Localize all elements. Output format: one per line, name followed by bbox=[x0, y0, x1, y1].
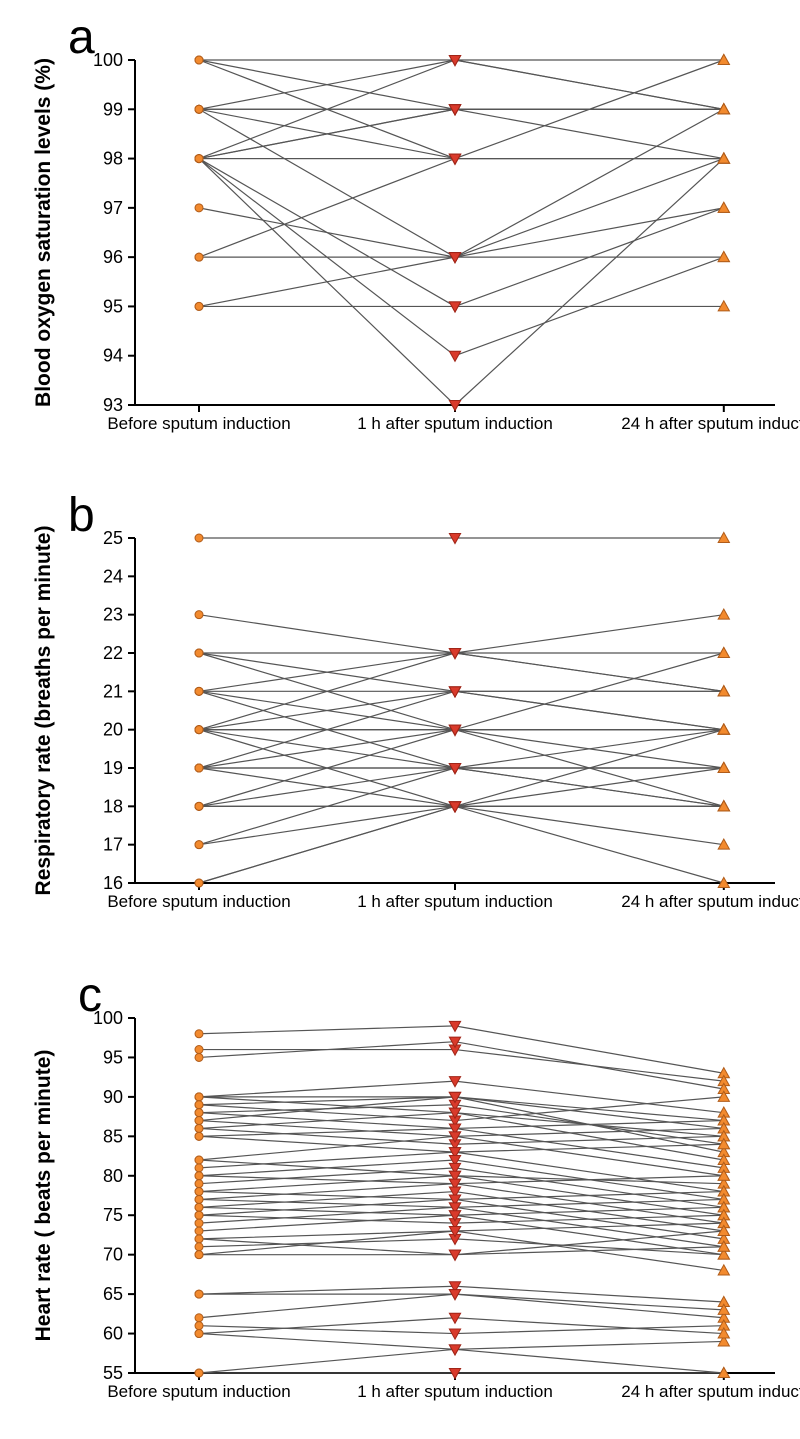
y-tick-label: 25 bbox=[103, 528, 123, 548]
figure-root: a93949596979899100Before sputum inductio… bbox=[0, 0, 800, 1439]
y-tick-label: 65 bbox=[103, 1284, 123, 1304]
y-tick-label: 100 bbox=[93, 1008, 123, 1028]
y-tick-label: 80 bbox=[103, 1166, 123, 1186]
y-tick-label: 60 bbox=[103, 1324, 123, 1344]
y-tick-label: 22 bbox=[103, 643, 123, 663]
y-tick-label: 94 bbox=[103, 346, 123, 366]
y-tick-label: 19 bbox=[103, 758, 123, 778]
panel-a: a93949596979899100Before sputum inductio… bbox=[0, 0, 800, 470]
plot-b: 16 17 18 19 20 21 22 23 24 25 Before sputum induct… bbox=[0, 480, 800, 950]
y-tick-label: 75 bbox=[103, 1205, 123, 1225]
y-tick-label: 20 bbox=[103, 720, 123, 740]
x-category-label: 24 h after sputum induction bbox=[621, 892, 800, 911]
x-category-label: 1 h after sputum induction bbox=[357, 1382, 553, 1401]
x-category-label: Before sputum induction bbox=[107, 414, 290, 433]
y-tick-label: 98 bbox=[103, 149, 123, 169]
y-axis-title-b: Respiratory rate (breaths per minute) bbox=[32, 526, 55, 896]
y-tick-label: 70 bbox=[103, 1245, 123, 1265]
y-tick-label: 97 bbox=[103, 198, 123, 218]
panel-b: b16171819202122232425Before sputum induc… bbox=[0, 480, 800, 950]
y-tick-label: 24 bbox=[103, 566, 123, 586]
y-tick-label: 17 bbox=[103, 835, 123, 855]
y-tick-label: 16 bbox=[103, 873, 123, 893]
lines-group bbox=[199, 1026, 724, 1373]
y-tick-label: 100 bbox=[93, 50, 123, 70]
y-tick-label: 18 bbox=[103, 796, 123, 816]
y-tick-label: 90 bbox=[103, 1087, 123, 1107]
y-tick-label: 95 bbox=[103, 1047, 123, 1067]
x-category-label: 1 h after sputum induction bbox=[357, 892, 553, 911]
x-category-label: Before sputum induction bbox=[107, 892, 290, 911]
y-tick-label: 55 bbox=[103, 1363, 123, 1383]
y-tick-label: 96 bbox=[103, 247, 123, 267]
x-category-label: 24 h after sputum induction bbox=[621, 1382, 800, 1401]
y-axis-title-c: Heart rate ( beats per minute) bbox=[32, 1050, 55, 1342]
x-category-label: Before sputum induction bbox=[107, 1382, 290, 1401]
panel-c: c556065707580859095100Before sputum indu… bbox=[0, 960, 800, 1439]
y-tick-label: 21 bbox=[103, 681, 123, 701]
plot-a: 93 94 95 96 97 98 99 100 Before sputum induction… bbox=[0, 0, 800, 470]
plot-c: 55 60 65 70 75 80 85 90 95 100 Before sputum induc… bbox=[0, 960, 800, 1439]
y-tick-label: 23 bbox=[103, 605, 123, 625]
y-tick-label: 93 bbox=[103, 395, 123, 415]
x-category-label: 24 h after sputum induction bbox=[621, 414, 800, 433]
y-tick-label: 95 bbox=[103, 296, 123, 316]
y-tick-label: 99 bbox=[103, 99, 123, 119]
x-category-label: 1 h after sputum induction bbox=[357, 414, 553, 433]
lines-group bbox=[199, 538, 724, 883]
y-tick-label: 85 bbox=[103, 1126, 123, 1146]
lines-group bbox=[199, 60, 724, 405]
y-axis-title-a: Blood oxygen saturation levels (%) bbox=[32, 58, 55, 407]
